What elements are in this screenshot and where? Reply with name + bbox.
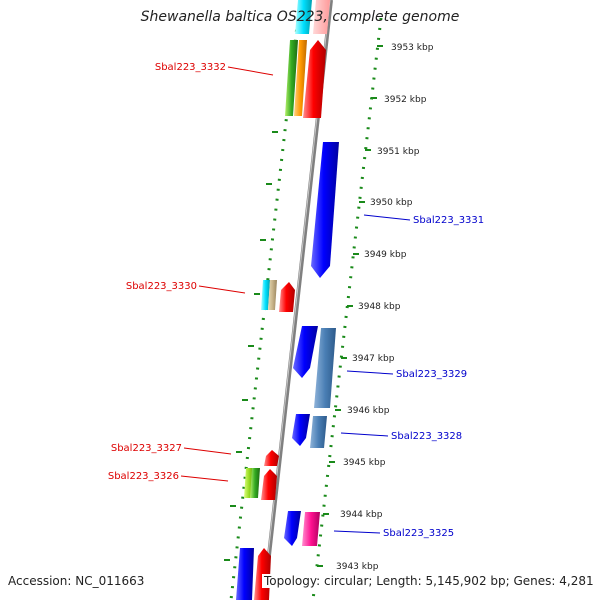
gene-label-lines: [180, 66, 411, 534]
gene-orange[interactable]: [294, 40, 307, 116]
scale-label-3948: 3948 kbp: [358, 302, 401, 312]
gene-label-3328[interactable]: Sbal223_3328: [391, 431, 462, 442]
gene-sbal223-3330[interactable]: [279, 282, 295, 312]
gene-cyan-top[interactable]: [295, 0, 312, 34]
gene-sbal223-3326[interactable]: [250, 468, 260, 498]
gene-blue-bottom[interactable]: [236, 548, 254, 600]
accession-label: Accession: NC_011663: [8, 574, 145, 588]
gene-sbal223-3327[interactable]: [264, 450, 279, 466]
gene-label-3327[interactable]: Sbal223_3327: [111, 443, 182, 454]
gene-label-3331[interactable]: Sbal223_3331: [413, 215, 484, 226]
scale-label-3950: 3950 kbp: [370, 198, 413, 208]
gene-label-3332[interactable]: Sbal223_3332: [155, 62, 226, 73]
gene-sbal223-3328[interactable]: [310, 416, 327, 448]
gene-tan-small[interactable]: [268, 280, 277, 310]
scale-ticks: [224, 45, 383, 567]
gene-cyan-small[interactable]: [261, 280, 270, 310]
scale-label-3951: 3951 kbp: [377, 147, 420, 157]
gene-sbal223-3329[interactable]: [314, 328, 336, 408]
scale-label-3953: 3953 kbp: [391, 43, 434, 53]
gene-blue-3329a[interactable]: [293, 326, 318, 378]
scale-label-3947: 3947 kbp: [352, 354, 395, 364]
gene-label-3325[interactable]: Sbal223_3325: [383, 528, 454, 539]
gene-blue-3328a[interactable]: [292, 414, 310, 446]
gene-green[interactable]: [285, 40, 298, 116]
scale-label-3946: 3946 kbp: [347, 406, 390, 416]
gene-sbal223-3325[interactable]: [302, 512, 320, 546]
gene-label-3329[interactable]: Sbal223_3329: [396, 369, 467, 380]
gene-label-3330[interactable]: Sbal223_3330: [126, 281, 197, 292]
scale-label-3952: 3952 kbp: [384, 95, 427, 105]
gene-label-3326[interactable]: Sbal223_3326: [108, 471, 179, 482]
scale-label-3943: 3943 kbp: [336, 562, 379, 572]
gene-pink-top[interactable]: [313, 0, 330, 34]
scale-label-3945: 3945 kbp: [343, 458, 386, 468]
map-title: Shewanella baltica OS223, complete genom…: [140, 9, 460, 25]
gene-blue-3325a[interactable]: [284, 511, 301, 546]
topology-label: Topology: circular; Length: 5,145,902 bp…: [262, 574, 594, 588]
gene-red-3326b[interactable]: [261, 469, 277, 500]
gene-sbal223-3332[interactable]: [303, 40, 326, 118]
gene-sbal223-3331[interactable]: [311, 142, 339, 278]
track-band-outer: [232, 0, 380, 600]
scale-label-3949: 3949 kbp: [364, 250, 407, 260]
scale-label-3944: 3944 kbp: [340, 510, 383, 520]
